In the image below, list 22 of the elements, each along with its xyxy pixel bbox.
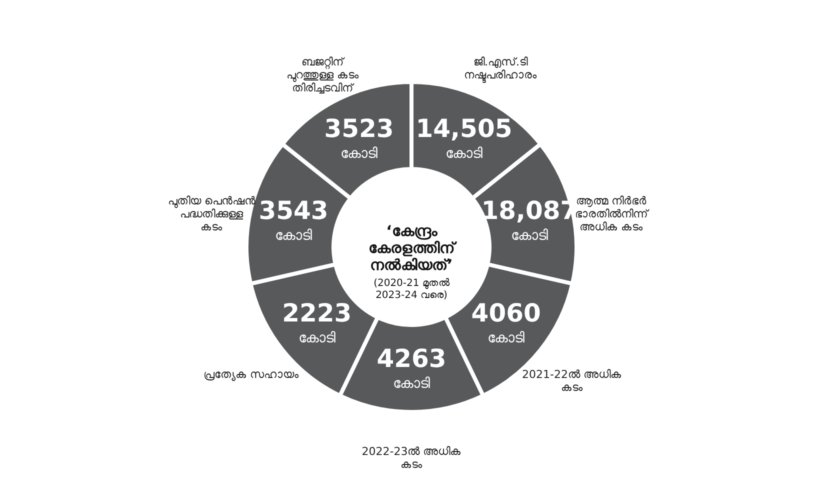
data-label: 4060 [471, 298, 541, 328]
text: ‘കേന്ദ്രം കേരളത്തിന് നൽകിയത്’ [368, 222, 458, 274]
data-label: 14,505 [416, 114, 512, 143]
category-label: പുതിയ പെൻഷൻ പദ്ധതിക്കുള്ള കടം [168, 194, 256, 234]
text: കോടി [275, 228, 312, 244]
category-label: പ്രത്യേക സഹായം [203, 368, 299, 381]
text: കോടി [488, 330, 525, 346]
data-label: 3543 [258, 196, 328, 226]
text: കോടി [393, 376, 430, 392]
data-label: 2223 [282, 298, 352, 328]
text: (2020-21 മുതൽ 2023-24 വരെ) [374, 278, 450, 301]
text: കോടി [298, 330, 336, 346]
category-label: ആത്മ നിർഭർ ഭാരതിൽനിന്ന് അധിക കടം [574, 194, 650, 234]
text: കോടി [446, 146, 482, 162]
category-label: ബജറ്റിന് പുറത്തുള്ള കടം തിരിച്ചടവിന് [286, 55, 359, 94]
category-label: ജി.എസ്.ടി നഷ്ടപരിഹാരം [464, 55, 537, 82]
data-label: 3523 [324, 114, 394, 143]
text: കോടി [510, 228, 548, 244]
text: കോടി [340, 146, 378, 162]
data-label: 4263 [376, 344, 446, 373]
category-label: 2022-23ൽ അധിക കടം [362, 445, 462, 471]
category-label: 2021-22ൽ അധിക കടം [522, 368, 622, 394]
